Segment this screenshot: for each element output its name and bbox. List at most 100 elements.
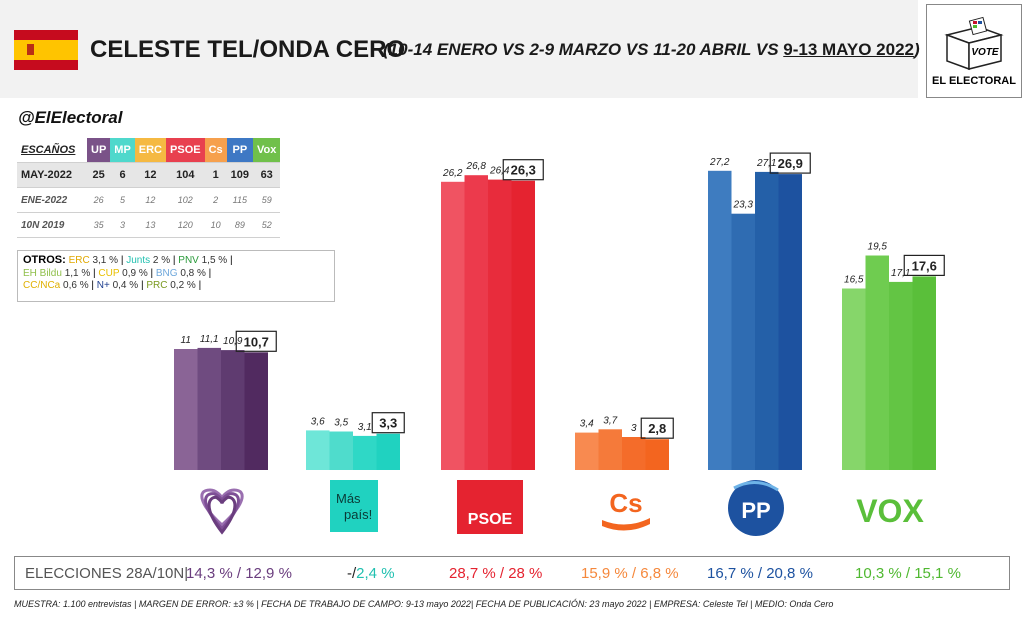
bar xyxy=(889,281,913,470)
spain-flag-icon xyxy=(14,30,78,70)
elections-value-prefix: -/ xyxy=(347,565,357,582)
seats-cell: 115 xyxy=(226,187,254,213)
cs-logo-swoosh xyxy=(602,518,650,531)
seats-cell: 26 xyxy=(87,187,111,213)
data-label: 3,4 xyxy=(580,419,594,430)
bar xyxy=(622,437,646,470)
data-label-box xyxy=(640,417,674,439)
data-label-box xyxy=(371,412,405,434)
data-label: 3,7 xyxy=(603,415,617,426)
data-label: 3 xyxy=(631,423,637,434)
data-label: 23,3 xyxy=(733,200,754,211)
logo-name: EL ELECTORAL xyxy=(932,75,1016,87)
otros-label: OTROS: xyxy=(23,254,66,266)
data-label-box xyxy=(769,152,811,174)
cs-logo-text: Cs xyxy=(609,488,642,518)
elections-value-text: 15,9 % / 6,8 % xyxy=(581,565,679,582)
data-label: 26,2 xyxy=(442,168,463,179)
bar xyxy=(353,435,377,470)
bar xyxy=(645,439,669,470)
seats-party-up: UP xyxy=(87,138,111,163)
seats-row-label: MAY-2022 xyxy=(17,162,87,188)
seats-cell: 10 xyxy=(204,212,227,238)
bar xyxy=(329,431,353,470)
otros-party-name: N+ xyxy=(96,280,110,291)
seats-cell: 35 xyxy=(87,212,111,238)
data-label: 26,8 xyxy=(466,161,487,172)
seats-cell: 12 xyxy=(134,187,167,213)
seats-cell: 12 xyxy=(134,162,167,188)
elections-value-psoe: 28,7 % / 28 % xyxy=(449,565,542,582)
otros-party-value: 0,9 % xyxy=(122,267,148,279)
seats-party-vox: Vox xyxy=(253,138,281,163)
elections-value-text: 10,3 % / 15,1 % xyxy=(855,565,961,582)
subtitle-last-period: 9-13 MAYO 2022 xyxy=(783,40,914,59)
otros-party-value: 2 % xyxy=(152,255,171,266)
seats-cell: 3 xyxy=(110,212,135,238)
page-title: CELESTE TEL/ONDA CERO xyxy=(90,36,406,63)
data-label-box xyxy=(903,254,945,276)
data-label-box xyxy=(235,330,277,352)
bar xyxy=(598,429,622,470)
data-label-box xyxy=(502,159,544,181)
elections-label: ELECCIONES 28A/10N| xyxy=(25,565,189,582)
seats-cell: 5 xyxy=(110,187,135,213)
bar xyxy=(842,288,866,470)
bar xyxy=(778,174,802,470)
heart-stroke xyxy=(207,495,237,535)
pp-logo-arc xyxy=(733,481,779,492)
otros-party-value: 0,6 % xyxy=(63,280,89,291)
seats-row: 10N 2019 35 3 13 120 10 89 52 xyxy=(17,212,281,238)
otros-box: OTROS: ERC 3,1 % | Junts 2 % | PNV 1,5 %… xyxy=(17,250,335,302)
data-label-latest: 10,7 xyxy=(244,334,269,349)
data-label-latest: 26,9 xyxy=(778,156,803,171)
data-label: 11 xyxy=(181,335,191,346)
otros-party-value: 1,1 % xyxy=(64,267,91,279)
seats-party-psoe: PSOE xyxy=(166,138,205,163)
otros-party-value: 0,2 % xyxy=(170,280,196,291)
data-label-latest: 2,8 xyxy=(648,421,666,436)
footer-note: MUESTRA: 1.100 entrevistas | MARGEN DE E… xyxy=(14,599,834,609)
seats-cell: 6 xyxy=(110,162,135,188)
bar xyxy=(865,255,889,470)
mas-pais-logo-text: país! xyxy=(344,507,372,522)
otros-party-value: 3,1 % xyxy=(92,255,119,266)
seats-cell: 89 xyxy=(226,212,254,238)
data-label: 3,6 xyxy=(311,416,325,427)
mas-pais-logo-text: Más xyxy=(336,491,361,506)
otros-party-name: Junts xyxy=(126,255,151,266)
seats-cell: 2 xyxy=(204,187,227,213)
otros-party-name: CUP xyxy=(98,267,120,279)
elections-value-cs: 15,9 % / 6,8 % xyxy=(581,565,679,582)
otros-party-value: 0,8 % xyxy=(180,267,206,279)
bar xyxy=(575,432,599,470)
seats-cell: 59 xyxy=(253,187,281,213)
seats-corner: ESCAÑOS xyxy=(17,138,87,163)
data-label: 27,2 xyxy=(709,157,730,168)
elections-value-más-país: -/2,4 % xyxy=(347,565,395,582)
ballot-box-icon: VOTE xyxy=(944,16,1004,71)
seats-party-pp: PP xyxy=(226,138,254,163)
bar xyxy=(731,213,755,470)
bar xyxy=(376,433,400,470)
seats-party-cs: Cs xyxy=(204,138,227,163)
otros-party-name: BNG xyxy=(155,267,178,279)
elections-value-text: 2,4 % xyxy=(356,565,395,582)
bar xyxy=(511,180,535,470)
bar xyxy=(464,175,488,470)
seats-cell: 25 xyxy=(87,162,111,188)
seats-row: MAY-2022 25 6 12 104 1 109 63 xyxy=(17,162,281,188)
seats-row: ENE-2022 26 5 12 102 2 115 59 xyxy=(17,187,281,213)
seats-cell: 63 xyxy=(253,162,281,188)
elections-value-text: 28,7 % / 28 % xyxy=(449,565,543,582)
seats-cell: 1 xyxy=(204,162,227,188)
pp-logo xyxy=(728,480,784,536)
vox-logo-text: VOX xyxy=(856,493,924,529)
otros-party-name: PNV xyxy=(178,255,199,266)
elections-value-pp: 16,7 % / 20,8 % xyxy=(707,565,813,582)
page-subtitle: (10-14 ENERO VS 2-9 MARZO VS 11-20 ABRIL… xyxy=(383,40,920,59)
otros-party-name: ERC xyxy=(68,255,90,266)
bar xyxy=(197,347,221,470)
elections-value-text: 16,7 % / 20,8 % xyxy=(707,565,813,582)
data-label: 19,5 xyxy=(868,242,888,253)
